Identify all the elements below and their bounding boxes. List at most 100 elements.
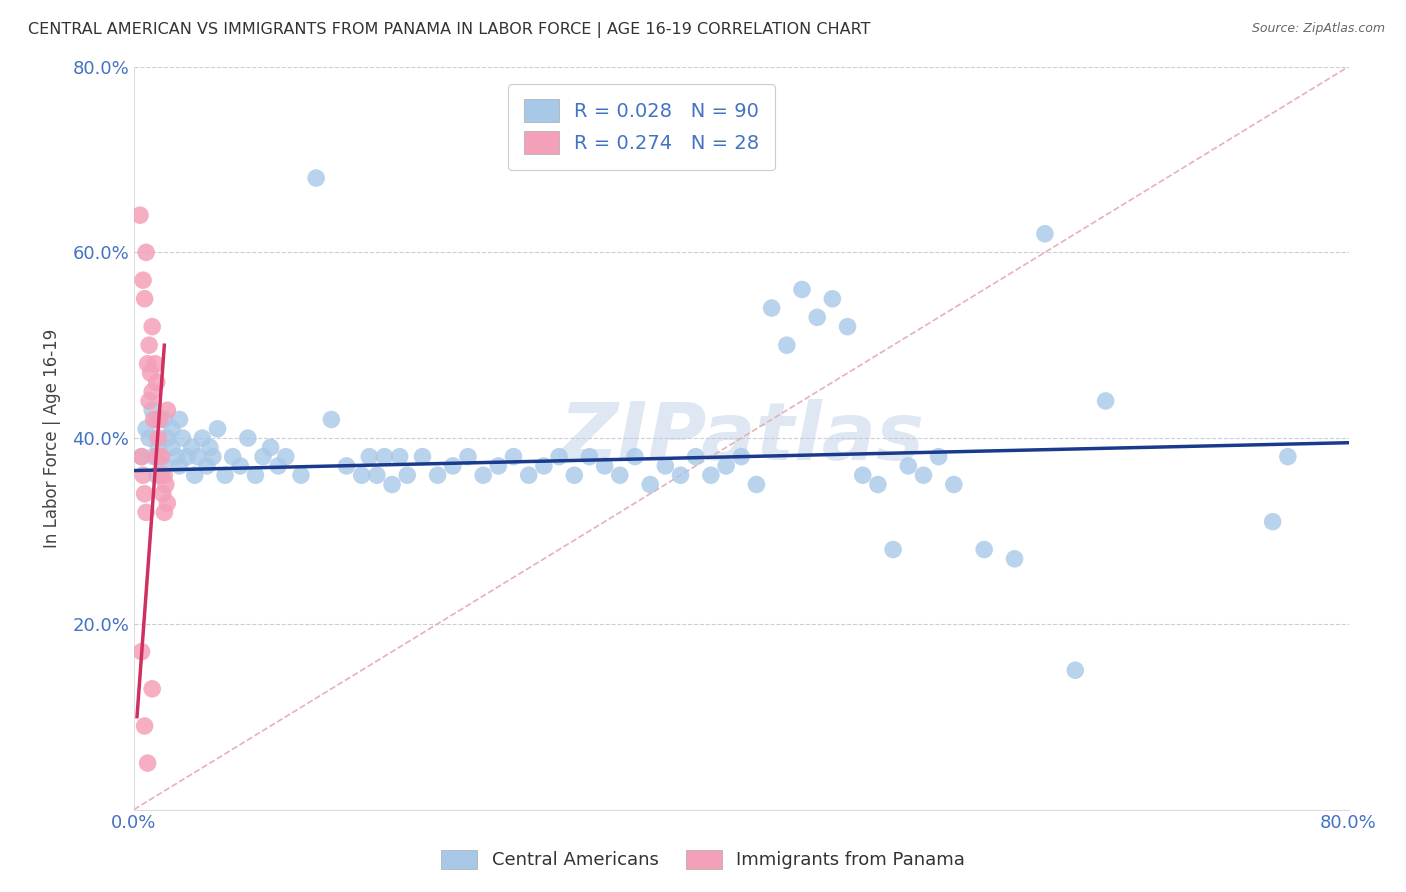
Point: [156, 496, 179, 510]
Point: [745, 477, 768, 491]
Point: [180, 441, 202, 455]
Point: [150, 450, 173, 464]
Point: [928, 450, 950, 464]
Point: [852, 468, 875, 483]
Point: [654, 458, 676, 473]
Point: [366, 468, 388, 483]
Point: [141, 319, 163, 334]
Point: [145, 376, 167, 390]
Point: [134, 719, 156, 733]
Point: [472, 468, 495, 483]
Point: [373, 450, 395, 464]
Point: [141, 384, 163, 399]
Point: [305, 171, 328, 186]
Point: [359, 450, 381, 464]
Point: [166, 450, 188, 464]
Point: [156, 431, 179, 445]
Point: [548, 450, 571, 464]
Point: [593, 458, 616, 473]
Point: [142, 450, 165, 464]
Point: [1033, 227, 1056, 241]
Point: [134, 292, 156, 306]
Point: [1261, 515, 1284, 529]
Point: [149, 412, 172, 426]
Point: [533, 458, 555, 473]
Point: [700, 468, 723, 483]
Point: [145, 468, 167, 483]
Point: [141, 681, 163, 696]
Point: [714, 458, 737, 473]
Point: [381, 477, 404, 491]
Point: [138, 431, 160, 445]
Point: [1094, 393, 1116, 408]
Point: [141, 403, 163, 417]
Point: [321, 412, 343, 426]
Point: [195, 458, 218, 473]
Point: [150, 468, 173, 483]
Point: [176, 450, 198, 464]
Point: [207, 422, 229, 436]
Point: [169, 458, 191, 473]
Point: [335, 458, 357, 473]
Point: [486, 458, 509, 473]
Point: [761, 301, 783, 315]
Point: [155, 477, 177, 491]
Point: [411, 450, 433, 464]
Point: [131, 645, 153, 659]
Point: [153, 468, 176, 483]
Point: [129, 208, 152, 222]
Point: [1064, 663, 1087, 677]
Point: [138, 338, 160, 352]
Point: [624, 450, 647, 464]
Point: [882, 542, 904, 557]
Point: [942, 477, 965, 491]
Point: [396, 468, 419, 483]
Point: [897, 458, 920, 473]
Point: [973, 542, 995, 557]
Point: [191, 431, 214, 445]
Point: [1277, 450, 1299, 464]
Point: [1004, 551, 1026, 566]
Point: [517, 468, 540, 483]
Point: [136, 756, 159, 770]
Point: [388, 450, 411, 464]
Text: ZIPatlas: ZIPatlas: [558, 399, 924, 477]
Point: [145, 412, 167, 426]
Point: [131, 450, 153, 464]
Point: [150, 450, 173, 464]
Point: [245, 468, 267, 483]
Point: [274, 450, 297, 464]
Text: Source: ZipAtlas.com: Source: ZipAtlas.com: [1251, 22, 1385, 36]
Point: [198, 441, 221, 455]
Point: [148, 441, 170, 455]
Point: [135, 505, 157, 519]
Point: [132, 273, 155, 287]
Point: [502, 450, 524, 464]
Point: [214, 468, 236, 483]
Point: [578, 450, 600, 464]
Point: [457, 450, 479, 464]
Point: [131, 450, 153, 464]
Point: [201, 450, 224, 464]
Point: [290, 468, 312, 483]
Point: [136, 357, 159, 371]
Point: [172, 431, 194, 445]
Point: [638, 477, 661, 491]
Point: [259, 441, 281, 455]
Point: [730, 450, 752, 464]
Legend: R = 0.028   N = 90, R = 0.274   N = 28: R = 0.028 N = 90, R = 0.274 N = 28: [508, 84, 775, 169]
Point: [143, 357, 166, 371]
Point: [145, 450, 167, 464]
Point: [441, 458, 464, 473]
Point: [229, 458, 252, 473]
Point: [152, 487, 174, 501]
Point: [135, 422, 157, 436]
Point: [138, 393, 160, 408]
Point: [169, 412, 191, 426]
Point: [221, 450, 243, 464]
Point: [866, 477, 889, 491]
Point: [267, 458, 290, 473]
Point: [669, 468, 692, 483]
Text: CENTRAL AMERICAN VS IMMIGRANTS FROM PANAMA IN LABOR FORCE | AGE 16-19 CORRELATIO: CENTRAL AMERICAN VS IMMIGRANTS FROM PANA…: [28, 22, 870, 38]
Point: [135, 245, 157, 260]
